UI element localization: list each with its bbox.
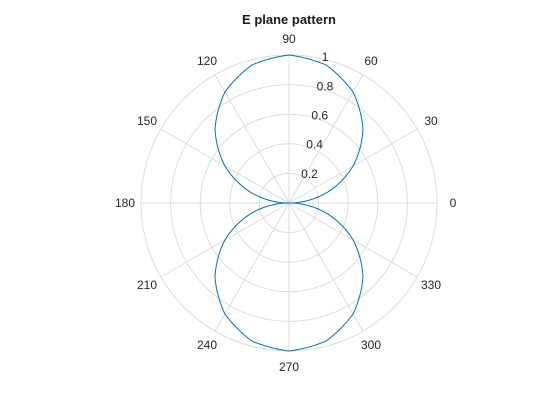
spoke-300 [288, 202, 364, 332]
theta-tick-label-270: 270 [279, 360, 299, 374]
theta-tick-label-30: 30 [424, 114, 438, 128]
spoke-60 [288, 74, 364, 204]
series-layer [214, 54, 364, 352]
theta-tick-label-0: 0 [450, 196, 457, 210]
chart-title: E plane pattern [242, 12, 336, 27]
r-tick-label-0_6: 0.6 [311, 109, 328, 123]
theta-tick-label-120: 120 [197, 54, 217, 68]
theta-tick-label-180: 180 [115, 196, 135, 210]
theta-tick-label-300: 300 [361, 338, 381, 352]
theta-tick-label-210: 210 [137, 278, 157, 292]
spoke-120 [214, 74, 290, 204]
ring-0_6 [199, 113, 379, 293]
r-tick-label-0_2: 0.2 [301, 167, 318, 181]
ring-0_4 [229, 143, 349, 263]
theta-tick-label-240: 240 [197, 338, 217, 352]
r-tick-label-0_8: 0.8 [317, 79, 334, 93]
theta-tick-label-330: 330 [421, 278, 441, 292]
spoke-240 [214, 202, 290, 332]
theta-tick-label-60: 60 [364, 54, 378, 68]
r-tick-label-1: 1 [322, 50, 329, 64]
ring-0_2 [258, 172, 320, 234]
r-tick-label-0_4: 0.4 [306, 138, 323, 152]
series-line-0 [214, 54, 364, 352]
theta-tick-label-150: 150 [137, 114, 157, 128]
tick-labels: 0 30 60 90 120 150 180 210 240 270 300 330 0.2 0.4 0.6… [115, 32, 457, 374]
ring-0_8 [170, 84, 408, 322]
theta-tick-label-90: 90 [282, 32, 296, 46]
